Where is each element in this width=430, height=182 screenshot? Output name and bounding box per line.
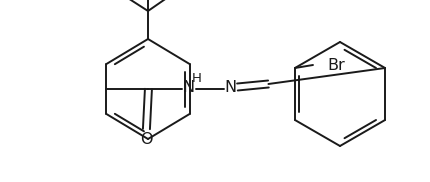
Text: Br: Br: [327, 58, 345, 72]
Text: H: H: [191, 72, 201, 84]
Text: N: N: [224, 80, 237, 94]
Text: O: O: [140, 132, 153, 147]
Text: N: N: [182, 80, 194, 94]
